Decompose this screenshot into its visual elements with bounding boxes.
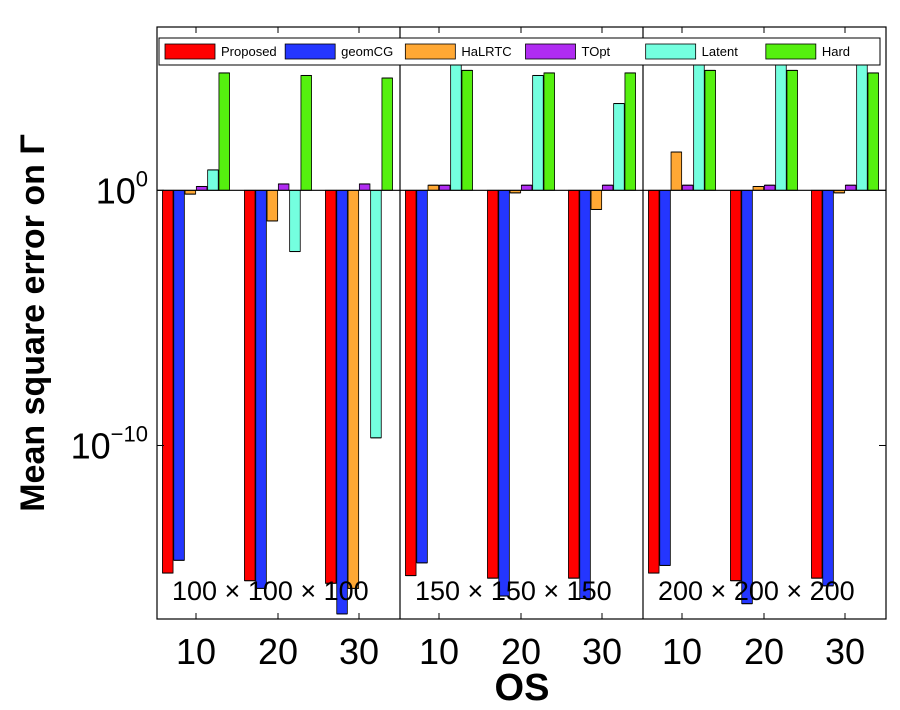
- y-axis-title: Mean square error on Γ: [14, 134, 52, 512]
- y-tick-label: 10−10: [71, 421, 148, 466]
- bar-topt-p3-os20: [763, 184, 776, 191]
- panel-label: 200 × 200 × 200: [658, 576, 855, 606]
- bar-proposed-p1-os20: [244, 189, 256, 582]
- bar-geomcg-p1-os20: [255, 189, 267, 589]
- bar-latent-p3-os20: [775, 52, 787, 191]
- panel-label: 150 × 150 × 150: [415, 576, 612, 606]
- labels-layer: 10 20 30 100 × 100 × 100 10 20 30 150 × 150 × 1…: [14, 134, 865, 709]
- x-tick-label: 20: [258, 631, 298, 672]
- bar-hard-p2-os30: [624, 72, 636, 191]
- panel-label: 100 × 100 × 100: [172, 576, 369, 606]
- bar-topt-p3-os30: [844, 184, 857, 191]
- legend-swatch-halrtc: [404, 43, 456, 60]
- legend-swatch-latent: [645, 43, 697, 60]
- x-tick-label: 30: [339, 631, 379, 672]
- bar-geomcg-p3-os30: [822, 189, 834, 587]
- bar-latent-p3-os10: [693, 47, 705, 191]
- bar-hard-p1-os30: [381, 77, 393, 191]
- bar-proposed-p3-os10: [648, 189, 660, 574]
- bar-latent-p1-os10: [207, 169, 219, 191]
- x-tick-label: 10: [419, 631, 459, 672]
- axis-ticks-layer: [157, 27, 886, 619]
- bar-latent-p1-os20: [289, 189, 301, 252]
- x-axis-title: OS: [495, 667, 550, 709]
- legend-label-latent: Latent: [702, 44, 739, 59]
- x-tick-label: 30: [825, 631, 865, 672]
- bar-proposed-p1-os10: [162, 189, 174, 574]
- bar-geomcg-p2-os30: [579, 189, 591, 599]
- bar-geomcg-p2-os10: [416, 189, 428, 564]
- bar-geomcg-p1-os10: [173, 189, 185, 561]
- bar-hard-p2-os10: [461, 69, 473, 191]
- legend-swatch-proposed: [164, 43, 216, 60]
- legend-swatch-hard: [765, 43, 817, 60]
- bar-latent-p2-os10: [450, 54, 462, 191]
- bar-topt-p2-os10: [438, 184, 451, 191]
- bar-geomcg-p3-os20: [741, 189, 753, 605]
- bar-latent-p2-os30: [613, 103, 625, 191]
- bar-proposed-p2-os30: [568, 189, 580, 579]
- legend: Proposed geomCG HaLRTC TOpt Latent Hard: [158, 37, 881, 66]
- bar-hard-p3-os30: [867, 72, 879, 191]
- bar-proposed-p2-os20: [487, 189, 499, 579]
- bar-halrtc-p1-os30: [347, 189, 360, 589]
- bar-halrtc-p2-os30: [590, 189, 603, 210]
- bar-latent-p1-os30: [370, 189, 382, 439]
- legend-box: [158, 37, 881, 66]
- bar-halrtc-p2-os10: [427, 184, 440, 191]
- legend-swatch-geomcg: [284, 43, 336, 60]
- bar-geomcg-p2-os20: [498, 189, 510, 597]
- bar-topt-p2-os20: [520, 184, 533, 191]
- bar-hard-p1-os10: [218, 72, 230, 191]
- bar-hard-p3-os10: [704, 69, 716, 191]
- legend-label-hard: Hard: [822, 44, 850, 59]
- x-tick-label: 20: [744, 631, 784, 672]
- x-tick-label: 10: [662, 631, 702, 672]
- bar-proposed-p1-os30: [325, 189, 337, 584]
- x-tick-label: 30: [582, 631, 622, 672]
- bar-latent-p3-os30: [856, 57, 868, 191]
- legend-label-halrtc: HaLRTC: [461, 44, 511, 59]
- bar-hard-p3-os20: [786, 69, 798, 191]
- bar-topt-p1-os30: [358, 183, 371, 191]
- legend-label-geomcg: geomCG: [341, 44, 393, 59]
- bar-proposed-p2-os10: [405, 189, 417, 577]
- bar-geomcg-p3-os10: [659, 189, 671, 566]
- bar-halrtc-p3-os10: [670, 151, 683, 191]
- bar-proposed-p3-os30: [811, 189, 823, 579]
- legend-label-proposed: Proposed: [221, 44, 277, 59]
- x-tick-label: 20: [501, 631, 541, 672]
- y-tick-label: 100: [96, 166, 148, 211]
- bar-hard-p1-os20: [300, 75, 312, 191]
- legend-label-topt: TOpt: [582, 44, 611, 59]
- bar-topt-p3-os10: [681, 184, 694, 191]
- bar-geomcg-p1-os30: [336, 189, 348, 615]
- bar-topt-p2-os30: [601, 184, 614, 191]
- bar-proposed-p3-os20: [730, 189, 742, 582]
- bar-halrtc-p1-os20: [266, 189, 279, 222]
- bar-hard-p2-os20: [543, 72, 555, 191]
- bar-latent-p2-os20: [532, 75, 544, 191]
- x-tick-label: 10: [176, 631, 216, 672]
- legend-swatch-topt: [525, 43, 576, 60]
- bar-topt-p1-os20: [277, 183, 290, 191]
- bars-layer: [162, 46, 879, 615]
